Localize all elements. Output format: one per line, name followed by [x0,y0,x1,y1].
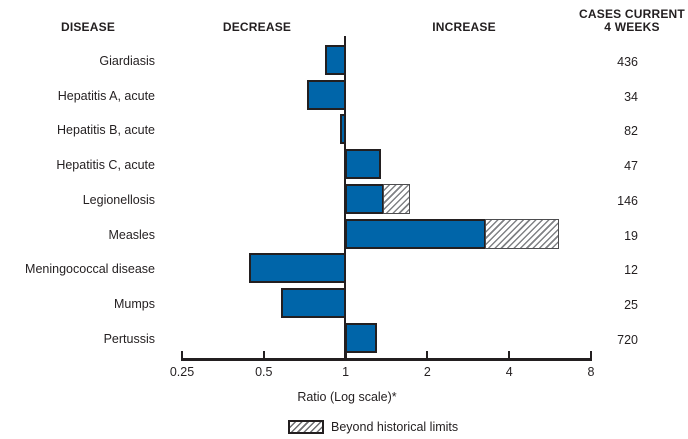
x-axis-tick-label: 8 [587,365,595,379]
legend-label: Beyond historical limits [331,420,459,434]
ratio-bar [345,183,384,214]
column-header-increase: INCREASE [432,20,496,34]
x-axis-line [181,358,592,361]
disease-label: Hepatitis B, acute [57,123,155,138]
cases-current-value: 720 [617,332,638,347]
x-axis-tick-label: 2 [423,365,431,379]
ratio-bar [345,218,487,249]
column-header-cases: CASES CURRENT 4 WEEKS [576,8,688,34]
cases-current-value: 146 [617,193,638,208]
cases-current-value: 47 [624,159,638,174]
x-axis-tick-label: 4 [505,365,513,379]
disease-label: Pertussis [103,331,155,346]
x-axis-tick [426,351,429,359]
column-header-cases-line1: CASES CURRENT [579,7,685,21]
x-axis-tick [590,351,592,359]
ratio-bar [248,253,346,284]
ratio-bar [281,287,346,318]
disease-label: Meningococcal disease [25,262,155,277]
disease-label: Hepatitis A, acute [57,88,155,103]
x-axis-tick-label: 0.5 [255,365,273,379]
cases-current-value: 82 [624,124,638,139]
disease-label: Giardiasis [99,54,155,68]
column-header-disease: DISEASE [60,20,116,34]
cases-current-value: 25 [624,297,638,312]
x-axis-label: Ratio (Log scale)* [297,390,397,404]
disease-label: Hepatitis C, acute [56,158,155,173]
disease-label: Legionellosis [82,192,155,207]
x-axis-tick-label: 0.25 [169,365,195,379]
ratio-bar [306,79,346,110]
cases-current-value: 436 [617,55,638,69]
ratio-bar [345,322,378,353]
disease-label: Mumps [114,296,155,311]
ratio-bar [325,45,346,75]
cases-current-value: 12 [624,263,638,278]
column-header-cases-line2: 4 WEEKS [604,20,660,34]
ratio-bar [339,114,346,145]
x-axis-tick [181,351,183,359]
beyond-historical-limits-bar [485,218,559,249]
x-axis-tick [344,351,347,359]
hatched-swatch-icon [288,420,324,434]
disease-label: Measles [108,227,155,242]
column-header-decrease: DECREASE [222,20,292,34]
cases-current-value: 19 [624,228,638,243]
beyond-historical-limits-bar [382,183,410,214]
ratio-bar [345,149,382,180]
x-axis-tick [262,351,265,359]
cases-current-value: 34 [624,89,638,104]
x-axis-tick-label: 1 [342,365,350,379]
x-axis-tick [508,351,511,359]
